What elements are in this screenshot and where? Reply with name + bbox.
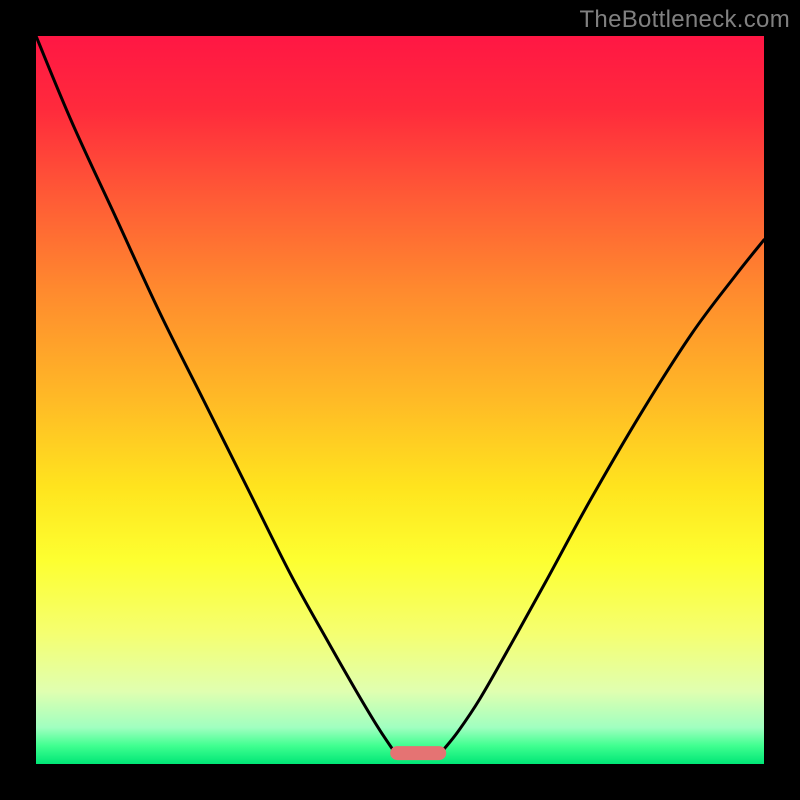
chart-svg — [0, 0, 800, 800]
gradient-background — [36, 36, 764, 764]
watermark-text: TheBottleneck.com — [579, 6, 790, 34]
optimal-marker — [390, 746, 446, 760]
bottleneck-chart: TheBottleneck.com — [0, 0, 800, 800]
